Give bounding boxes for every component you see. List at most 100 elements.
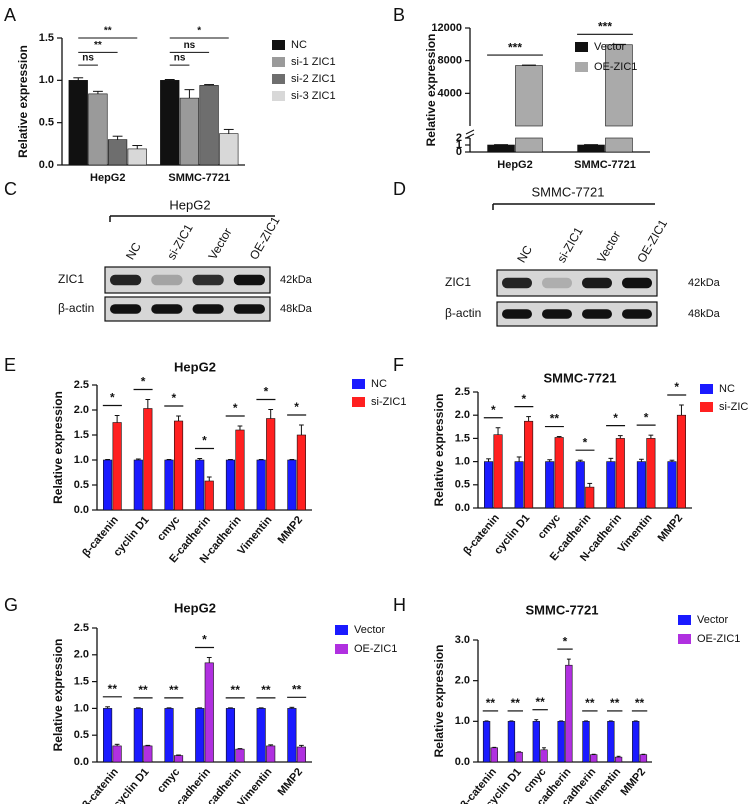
bar [507, 721, 516, 763]
y-tick-label: 2.0 [74, 404, 89, 416]
legend-label: OE-ZIC1 [697, 633, 740, 645]
bar [133, 459, 143, 511]
row-label: ZIC1 [445, 275, 471, 289]
significance-label: ** [635, 696, 645, 710]
significance-label: ns [174, 53, 186, 64]
bar [590, 754, 598, 763]
blot-band [542, 309, 572, 319]
y-tick-label: 1.0 [455, 456, 470, 468]
blot-title: HepG2 [169, 197, 210, 212]
y-tick-label: 0.0 [455, 756, 470, 768]
panel-label: G [4, 595, 18, 615]
row-size: 48kDa [280, 303, 313, 315]
y-tick-label: 0.5 [74, 729, 89, 741]
bar [256, 708, 266, 763]
x-tick-label: Vimentin [236, 766, 275, 804]
bar [127, 148, 147, 166]
lane-label: OE-ZIC1 [247, 214, 283, 262]
legend-label: Vector [354, 624, 386, 636]
row-label: β-actin [58, 301, 94, 315]
significance-label: * [522, 392, 527, 406]
y-tick-label: 0.5 [455, 479, 470, 491]
bar [614, 756, 623, 763]
bar [524, 420, 534, 509]
row-label: ZIC1 [58, 272, 84, 286]
bar [515, 137, 543, 153]
panel-label: B [393, 5, 405, 25]
significance-label: ** [585, 696, 595, 710]
significance-label: *** [598, 20, 612, 34]
blot-band [502, 277, 532, 289]
significance-label: * [563, 634, 568, 648]
significance-label: ** [108, 682, 118, 696]
x-tick-label: SMMC-7721 [574, 159, 636, 171]
blot-band [151, 304, 183, 314]
bar [195, 708, 205, 763]
bar [143, 745, 153, 763]
y-tick-label: 2.5 [74, 622, 89, 634]
legend-label: NC [291, 39, 307, 51]
bar [493, 434, 503, 509]
bar [639, 754, 648, 763]
y-tick-label: 1.0 [74, 454, 89, 466]
significance-label: * [141, 375, 146, 389]
bar [607, 721, 615, 763]
bar [204, 480, 214, 511]
y-tick-label: 1.5 [39, 32, 54, 44]
bar [606, 461, 616, 509]
blot-band [622, 309, 652, 319]
bar [632, 721, 640, 763]
blot-title: SMMC-7721 [532, 184, 605, 199]
blot-band [233, 304, 265, 314]
legend-swatch [272, 57, 285, 67]
y-axis-label: Relative expression [432, 645, 446, 758]
bar [266, 418, 276, 511]
x-tick-label: MMP2 [618, 766, 648, 798]
chart-title: SMMC-7721 [526, 602, 599, 617]
significance-label: * [202, 633, 207, 647]
chart-title: HepG2 [174, 600, 216, 615]
legend-swatch [575, 42, 588, 52]
bar [143, 408, 153, 511]
significance-label: * [197, 26, 201, 37]
blot-band [110, 304, 142, 314]
legend-label: OE-ZIC1 [594, 61, 637, 73]
bar [179, 97, 200, 166]
bar [173, 755, 184, 763]
bar [296, 434, 306, 511]
panel-label: C [4, 179, 17, 199]
bar [103, 459, 113, 511]
legend-label: si-ZIC1 [371, 396, 406, 408]
bar [585, 486, 595, 509]
bar [164, 459, 174, 511]
bar [487, 144, 515, 153]
significance-label: * [491, 403, 496, 417]
y-tick-label: 8000 [438, 55, 462, 67]
significance-label: ** [231, 683, 241, 697]
bar [219, 133, 239, 166]
legend-swatch [678, 615, 691, 625]
y-tick-label: 4000 [438, 87, 462, 99]
y-tick-label: 2.5 [455, 386, 470, 398]
y-axis-label: Relative expression [16, 45, 30, 158]
bar [557, 721, 565, 763]
x-tick-label: SMMC-7721 [168, 172, 230, 184]
blot-band [192, 304, 224, 314]
blot-band [151, 274, 183, 286]
legend-label: si-ZIC1 [719, 401, 749, 413]
y-tick-label: 2.0 [455, 409, 470, 421]
significance-label: ** [535, 695, 545, 709]
blot-band [542, 277, 572, 289]
legend-swatch [575, 62, 588, 72]
y-axis-label: Relative expression [51, 391, 65, 504]
lane-label: Vector [594, 229, 623, 265]
legend-label: OE-ZIC1 [354, 643, 397, 655]
legend-swatch [335, 625, 348, 635]
bar [532, 721, 540, 763]
bar [605, 44, 633, 127]
bar [235, 748, 245, 763]
bar [112, 745, 122, 763]
y-tick-label: 1 [456, 139, 462, 151]
bar [256, 459, 266, 511]
bar [515, 751, 523, 763]
